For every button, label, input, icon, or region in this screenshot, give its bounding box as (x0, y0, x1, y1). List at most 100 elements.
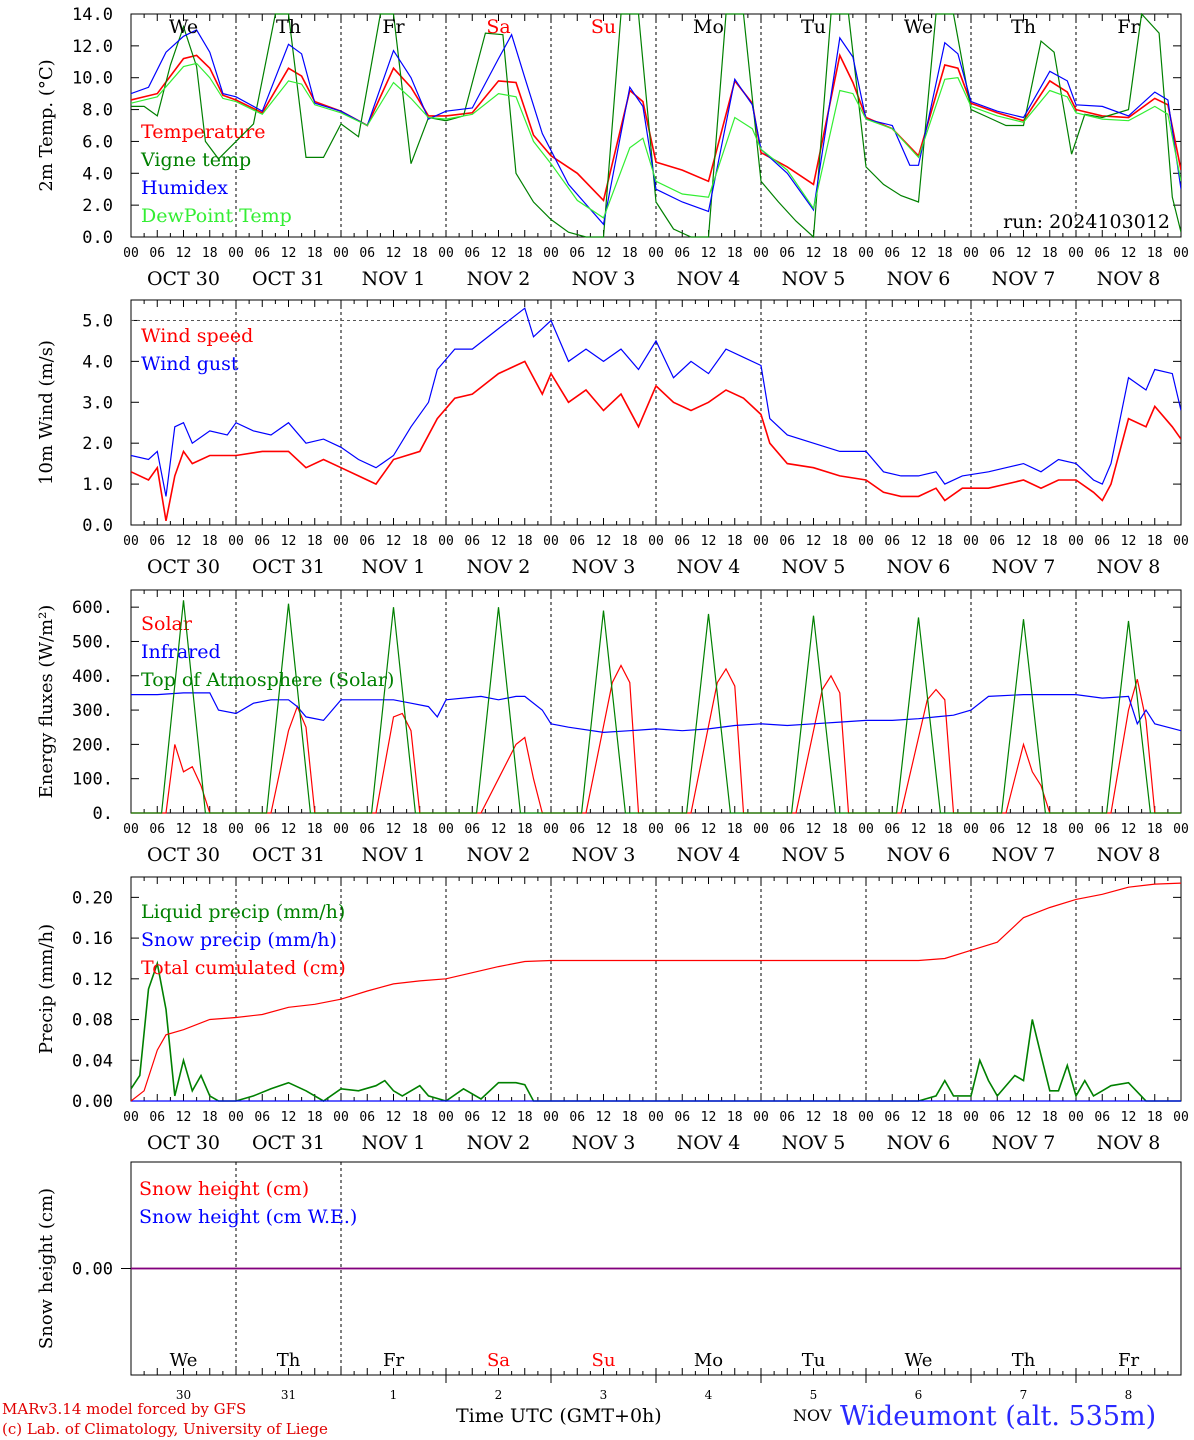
hour-label: 12 (176, 822, 192, 837)
hour-label: 18 (622, 1110, 638, 1125)
hour-label: 00 (123, 1110, 139, 1125)
y-tick-label: 6.0 (82, 132, 113, 152)
hour-label: 12 (1121, 534, 1137, 549)
date-label: OCT 31 (252, 268, 325, 290)
hour-label: 06 (779, 246, 795, 261)
panel-precip: 0.00 0.04 0.08 0.12 0.16 0.20 Precip (mm/h) Liq… (36, 876, 1189, 1154)
series-line-dewpoint-temp (131, 62, 1181, 219)
weekday-label-top: We (904, 16, 933, 38)
hour-label: 00 (123, 534, 139, 549)
day-number-label: 1 (390, 1388, 398, 1402)
hour-label: 00 (228, 246, 244, 261)
date-label: OCT 30 (147, 268, 220, 290)
hour-label: 06 (884, 246, 900, 261)
day-number-label: 31 (281, 1388, 296, 1402)
y-tick-label: 0.20 (72, 888, 113, 908)
y-tick-label: 3.0 (82, 393, 113, 413)
legend-entry: Snow height (cm) (139, 1178, 309, 1200)
hour-label: 12 (491, 822, 507, 837)
hour-label: 06 (1094, 1110, 1110, 1125)
hour-label: 18 (727, 246, 743, 261)
date-label: NOV 6 (887, 844, 951, 866)
date-label: OCT 30 (147, 556, 220, 578)
hour-label: 12 (701, 534, 717, 549)
y-tick-label: 12.0 (72, 37, 113, 57)
hour-label: 06 (674, 534, 690, 549)
series-line-vigne-temp (131, 13, 1181, 238)
hour-label: 06 (359, 822, 375, 837)
date-label: NOV 7 (992, 268, 1056, 290)
legend-entry: Wind gust (141, 353, 239, 375)
panel-energy: 0. 100. 200. 300. 400. 500. 600. Energy fluxes … (36, 589, 1189, 866)
hour-label: 12 (701, 822, 717, 837)
day-number-label: 7 (1020, 1388, 1028, 1402)
hour-label: 18 (412, 534, 428, 549)
day-number-label: 3 (600, 1388, 608, 1402)
hour-label: 18 (202, 534, 218, 549)
hour-label: 12 (281, 1110, 297, 1125)
hour-label: 12 (596, 1110, 612, 1125)
hour-label: 12 (806, 822, 822, 837)
hour-label: 00 (123, 822, 139, 837)
hour-label: 12 (1016, 1110, 1032, 1125)
hour-label: 00 (648, 246, 664, 261)
hour-label: 00 (1173, 1110, 1189, 1125)
hour-label: 18 (307, 534, 323, 549)
hour-label: 12 (806, 246, 822, 261)
y-tick-label: 600. (72, 598, 113, 618)
legend-entry: Snow height (cm W.E.) (139, 1206, 357, 1228)
hour-label: 00 (438, 246, 454, 261)
date-label: NOV 8 (1097, 844, 1161, 866)
hour-label: 00 (123, 246, 139, 261)
series-line-liquid-precip-mm-h (131, 960, 1181, 1102)
hour-label: 18 (937, 822, 953, 837)
footer-credits: MARv3.14 model forced by GFS (c) Lab. of… (2, 1399, 328, 1439)
hour-label: 06 (674, 822, 690, 837)
hour-label: 18 (307, 1110, 323, 1125)
hour-label: 06 (464, 534, 480, 549)
legend-entry: Total cumulated (cm) (141, 957, 346, 979)
hour-label: 00 (963, 1110, 979, 1125)
day-number-label: 2 (495, 1388, 503, 1402)
panel-wind: 0.0 1.0 2.0 3.0 4.0 5.0 10m Wind (m/s) Wind spe… (36, 299, 1189, 578)
series-line-total-cumulated-cm (131, 882, 1181, 1102)
run-label: run: 2024103012 (1003, 211, 1170, 233)
hour-label: 18 (727, 534, 743, 549)
hour-label: 00 (858, 246, 874, 261)
weekday-label-top: Fr (1117, 16, 1140, 38)
hour-label: 06 (254, 822, 270, 837)
hour-label: 06 (464, 1110, 480, 1125)
weekday-label-bottom: Fr (1118, 1350, 1139, 1371)
weekday-label-bottom: Th (277, 1350, 301, 1371)
date-label: NOV 3 (572, 844, 636, 866)
hour-label: 00 (858, 1110, 874, 1125)
y-tick-label: 500. (72, 632, 113, 652)
hour-label: 06 (779, 822, 795, 837)
date-label: OCT 31 (252, 844, 325, 866)
hour-label: 00 (858, 534, 874, 549)
hour-label: 00 (228, 1110, 244, 1125)
date-label: NOV 8 (1097, 1132, 1161, 1154)
hour-label: 12 (386, 822, 402, 837)
date-label: NOV 7 (992, 1132, 1056, 1154)
hour-label: 18 (832, 822, 848, 837)
hour-label: 06 (989, 822, 1005, 837)
hour-label: 12 (911, 822, 927, 837)
hour-label: 00 (1068, 534, 1084, 549)
y-tick-label: 400. (72, 667, 113, 687)
hour-label: 12 (386, 1110, 402, 1125)
y-axis-label: Energy fluxes (W/m²) (36, 605, 57, 799)
hour-label: 00 (228, 534, 244, 549)
y-axis-label: Snow height (cm) (36, 1188, 57, 1349)
weekday-label-bottom: Mo (694, 1350, 723, 1371)
hour-label: 00 (543, 1110, 559, 1125)
weekday-label-bottom: We (170, 1350, 198, 1371)
hour-label: 12 (1121, 822, 1137, 837)
hour-label: 06 (674, 1110, 690, 1125)
hour-label: 18 (1042, 246, 1058, 261)
hour-label: 00 (648, 822, 664, 837)
legend-entry: Wind speed (141, 325, 253, 347)
y-tick-label: 0.00 (72, 1092, 113, 1112)
y-tick-label: 0.12 (72, 970, 113, 990)
y-tick-label: 5.0 (82, 311, 113, 331)
